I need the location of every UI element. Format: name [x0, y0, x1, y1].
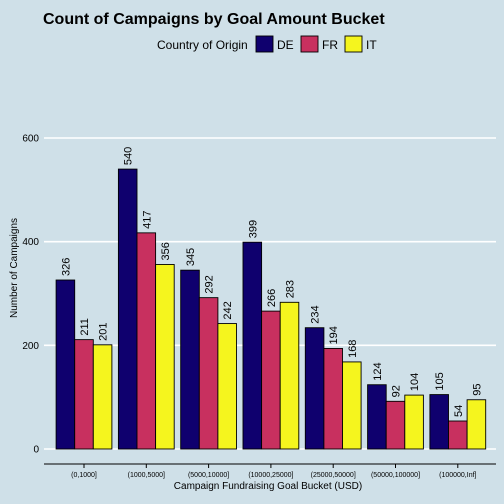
- bar: [136, 232, 157, 450]
- bar: [117, 168, 138, 450]
- legend-label: FR: [322, 38, 338, 52]
- data-label: 417: [141, 210, 153, 228]
- bar: [304, 327, 325, 450]
- data-label: 104: [409, 373, 421, 391]
- x-tick-label: (10000,25000]: [248, 472, 293, 479]
- x-tick-label: (0,1000]: [71, 472, 97, 479]
- data-label: 168: [347, 340, 359, 358]
- y-tick-label: 0: [33, 445, 39, 456]
- data-label: 399: [247, 220, 259, 238]
- data-label: 326: [60, 258, 72, 276]
- data-label: 292: [204, 275, 216, 293]
- data-label: 242: [222, 301, 234, 319]
- legend-label: IT: [366, 38, 377, 52]
- bar: [74, 339, 94, 450]
- bar: [279, 301, 300, 450]
- bar: [448, 420, 468, 450]
- bar: [92, 344, 113, 450]
- bar: [342, 361, 362, 450]
- x-axis-title: Campaign Fundraising Goal Bucket (USD): [174, 481, 362, 492]
- legend-key: [300, 35, 319, 53]
- bar: [242, 241, 263, 450]
- data-label: 201: [98, 322, 110, 340]
- data-label: 105: [434, 372, 446, 390]
- bar: [55, 279, 76, 450]
- data-label: 266: [266, 289, 278, 307]
- x-tick-label: (1000,5000]: [128, 472, 165, 479]
- bar: [385, 400, 406, 450]
- data-label: 194: [328, 326, 340, 344]
- data-label: 356: [160, 242, 172, 260]
- x-axis-ticks: (0,1000] (1000,5000] (5000,10000] (10000,25…: [71, 464, 477, 479]
- bar: [323, 347, 343, 450]
- bars: [55, 168, 487, 450]
- data-label: 95: [471, 384, 483, 396]
- y-axis-ticks: 0 200 400 600: [22, 134, 39, 456]
- data-label: 283: [285, 280, 297, 298]
- bar: [429, 394, 449, 450]
- y-tick-label: 600: [22, 134, 39, 145]
- bar: [155, 264, 175, 450]
- y-axis-title: Number of Campaigns: [9, 218, 20, 318]
- x-tick-label: (25000,50000]: [311, 472, 356, 479]
- data-label: 54: [453, 405, 465, 417]
- y-tick-label: 400: [22, 237, 39, 248]
- chart-title: Count of Campaigns by Goal Amount Bucket: [43, 11, 385, 28]
- data-label: 540: [123, 147, 135, 165]
- bar: [198, 297, 219, 450]
- y-tick-label: 200: [22, 341, 39, 352]
- data-label: 124: [372, 362, 384, 380]
- bar: [404, 394, 424, 450]
- legend-label: DE: [277, 38, 294, 52]
- legend-title: Country of Origin: [157, 38, 248, 52]
- bar: [217, 323, 237, 450]
- legend: Country of Origin DE FR IT: [157, 35, 377, 53]
- bar: [466, 399, 487, 450]
- data-label: 345: [185, 248, 197, 266]
- x-tick-label: (50000,100000]: [371, 472, 420, 479]
- bar: [261, 310, 281, 450]
- data-label: 234: [310, 305, 322, 323]
- x-tick-label: (100000,Inf]: [439, 472, 476, 479]
- data-label: 211: [79, 318, 91, 336]
- data-labels: 326 211 201 540 417 356 345 292 242 399 266 283 234 1…: [60, 147, 483, 417]
- x-tick-label: (5000,10000]: [188, 472, 229, 479]
- data-label: 92: [391, 385, 403, 397]
- bar: [180, 269, 200, 450]
- legend-key: [344, 35, 363, 53]
- bar: [367, 384, 387, 450]
- legend-key: [255, 35, 274, 53]
